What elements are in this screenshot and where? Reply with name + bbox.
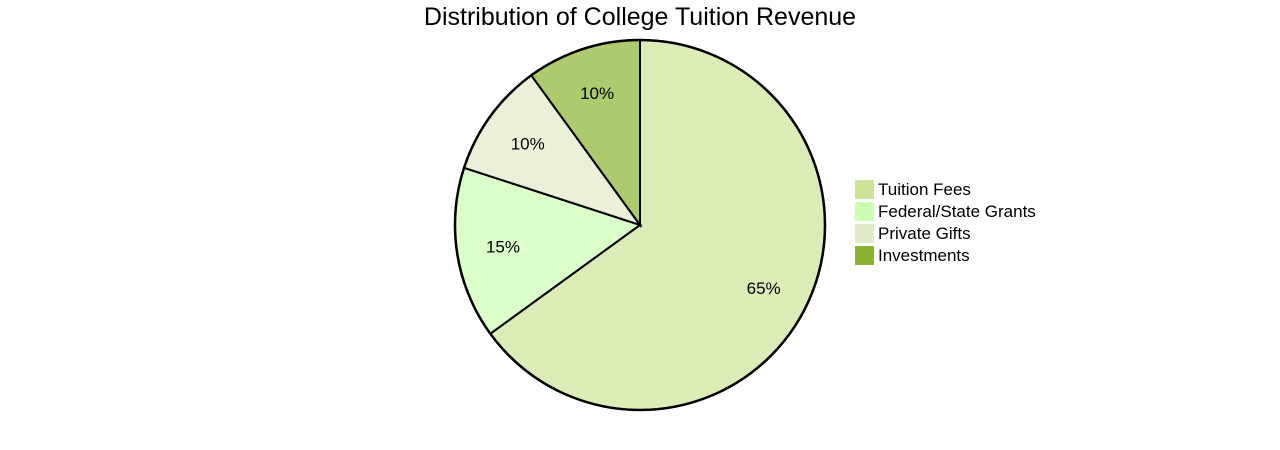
legend-label: Investments <box>878 246 970 265</box>
legend-item: Federal/State Grants <box>855 202 1036 221</box>
legend-item: Tuition Fees <box>855 180 971 199</box>
legend-label: Federal/State Grants <box>878 202 1036 221</box>
legend-swatch <box>855 224 874 243</box>
pie-outline <box>453 38 827 412</box>
legend-swatch <box>855 246 874 265</box>
slice-label: 65% <box>747 279 781 298</box>
slice-label: 10% <box>580 84 614 103</box>
legend-item: Private Gifts <box>855 224 971 243</box>
slice-label: 15% <box>486 238 520 257</box>
legend-swatch <box>855 202 874 221</box>
slice-label: 10% <box>511 134 545 153</box>
chart-title: Distribution of College Tuition Revenue <box>424 3 856 31</box>
legend-label: Tuition Fees <box>878 180 971 199</box>
legend-swatch <box>855 180 874 199</box>
legend-label: Private Gifts <box>878 224 971 243</box>
legend-item: Investments <box>855 246 970 265</box>
